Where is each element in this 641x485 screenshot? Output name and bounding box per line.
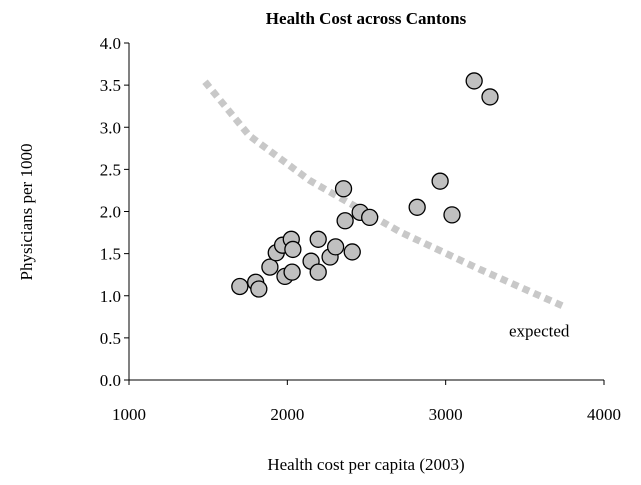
chart-title: Health Cost across Cantons [266, 9, 467, 28]
expected-line [202, 79, 566, 310]
y-tick-label: 0.0 [100, 371, 121, 390]
y-tick-label: 4.0 [100, 34, 121, 53]
point [309, 263, 327, 281]
x-axis-label: Health cost per capita (2003) [267, 455, 464, 474]
point [261, 258, 279, 276]
point [284, 240, 302, 259]
point [336, 212, 354, 230]
point [408, 198, 426, 216]
point [465, 72, 483, 90]
x-tick-label: 2000 [270, 405, 304, 424]
y-tick-label: 2.5 [100, 160, 121, 179]
x-tick-label: 1000 [112, 405, 146, 424]
y-tick-label: 1.5 [100, 245, 121, 264]
point [431, 172, 449, 190]
point [334, 180, 353, 198]
line-label: expected [509, 322, 570, 341]
y-axis-label: Physicians per 1000 [17, 144, 36, 281]
x-tick-label: 4000 [587, 405, 621, 424]
y-tick-label: 1.0 [100, 287, 121, 306]
y-tick-label: 3.5 [100, 76, 121, 95]
point [343, 243, 361, 261]
point [326, 238, 345, 256]
point [250, 280, 268, 298]
point [283, 263, 301, 281]
point [361, 208, 379, 227]
y-tick-label: 3.0 [100, 118, 121, 137]
point [309, 230, 327, 248]
point [481, 88, 499, 106]
point [231, 277, 249, 296]
x-tick-label: 3000 [429, 405, 463, 424]
y-tick-label: 0.5 [100, 329, 121, 348]
y-tick-label: 2.0 [100, 203, 121, 222]
point [443, 206, 461, 224]
